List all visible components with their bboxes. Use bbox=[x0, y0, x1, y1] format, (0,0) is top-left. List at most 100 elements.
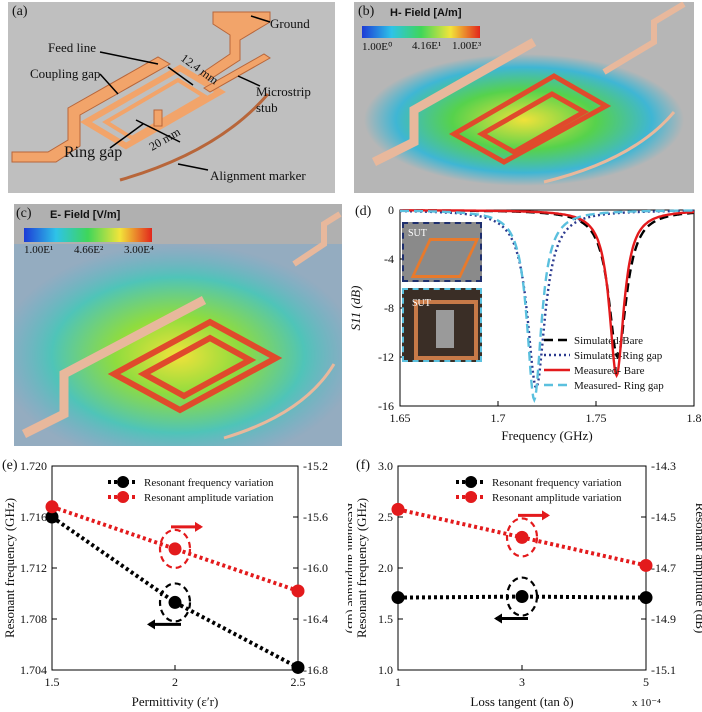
panel-a: (a) Ground Feed line Coupling gap 12.4 m… bbox=[8, 2, 335, 193]
ring-resonator bbox=[80, 64, 226, 150]
d-ytick-label: -12 bbox=[378, 350, 394, 364]
e-xtick-label: 2.5 bbox=[291, 675, 306, 689]
alignment-marker-arc bbox=[119, 93, 270, 182]
e-tick-2: 3.00E⁴ bbox=[124, 244, 154, 256]
d-legend-entry: Simulated-Ring gap bbox=[574, 350, 663, 362]
inset-sut-1: SUT bbox=[408, 228, 427, 239]
f-ytick-right-label: -15.1 bbox=[651, 663, 676, 677]
panel-c-label: (c) bbox=[16, 206, 32, 221]
d-series-line bbox=[400, 209, 694, 404]
d-series-line bbox=[400, 209, 695, 379]
h-tick-0: 1.00E⁰ bbox=[362, 41, 393, 53]
chart-e: 1.5 2 2.5 1.704 1.708 1.712 1.716 1.720 -16.8 -16… bbox=[2, 459, 352, 709]
e-data-point bbox=[291, 584, 305, 598]
f-legend-entry: Resonant amplitude variation bbox=[492, 492, 622, 504]
f-highlight-ellipse bbox=[505, 517, 539, 558]
e-tick-0: 1.00E¹ bbox=[24, 244, 54, 256]
feed-line bbox=[11, 56, 172, 163]
f-xtick-label: 5 bbox=[643, 675, 649, 689]
f-data-point bbox=[515, 530, 529, 544]
e-axis-arrow-head bbox=[147, 619, 155, 630]
ring-gap-label: Ring gap bbox=[64, 144, 123, 161]
f-ytick-right-label: -14.5 bbox=[651, 510, 676, 524]
e-ytick-right-label: -15.2 bbox=[303, 459, 328, 473]
f-ytick-label: 1.0 bbox=[378, 663, 393, 677]
e-data-point bbox=[45, 500, 59, 514]
panel-a-drawing bbox=[11, 11, 271, 182]
d-ytick-label: -4 bbox=[384, 252, 394, 266]
h-tick-2: 1.00E³ bbox=[452, 40, 482, 52]
d-xtick-label: 1.8 bbox=[687, 411, 702, 425]
d-xtick-label: 1.65 bbox=[390, 411, 411, 425]
f-ytick-right-label: -14.3 bbox=[651, 459, 676, 473]
panel-a-label: (a) bbox=[12, 4, 28, 19]
h-colorbar-title: H- Field [A/m] bbox=[390, 7, 462, 19]
inset-photo-2: SUT bbox=[402, 288, 482, 362]
d-ytick-label: -8 bbox=[384, 301, 394, 315]
ground-label: Ground bbox=[270, 16, 310, 31]
e-legend-marker bbox=[117, 476, 129, 488]
f-ytick-label: 2.5 bbox=[378, 510, 393, 524]
f-ytick-right-label: -14.9 bbox=[651, 612, 676, 626]
f-data-point bbox=[515, 590, 529, 604]
panel-d-label: (d) bbox=[355, 204, 372, 219]
e-ytick-label: 1.716 bbox=[20, 510, 47, 524]
f-data-point bbox=[391, 502, 405, 516]
e-plot-frame bbox=[51, 465, 299, 671]
panel-c: (c) E- Field [V/m] 1.00E¹ 4.66E² 3.00E⁴ bbox=[14, 204, 342, 446]
e-ytick-label: 1.704 bbox=[20, 663, 47, 677]
e-ylabel-right: Resonant amplitude (dB) bbox=[345, 503, 352, 634]
e-xlabel: Permittivity (ε′r) bbox=[132, 694, 219, 709]
e-colorbar-title: E- Field [V/m] bbox=[50, 209, 121, 221]
ring-inner bbox=[102, 77, 208, 141]
e-colorbar bbox=[24, 228, 152, 242]
f-legend-marker bbox=[465, 476, 477, 488]
d-legend-entry: Simulated-Bare bbox=[574, 335, 643, 347]
e-legend-entry: Resonant frequency variation bbox=[144, 477, 274, 489]
e-data-point bbox=[45, 510, 59, 524]
e-highlight-ellipse bbox=[158, 528, 192, 569]
d-xtick-label: 1.75 bbox=[586, 411, 607, 425]
f-ytick-right-label: -14.7 bbox=[651, 561, 676, 575]
f-xtick-label: 3 bbox=[519, 675, 525, 689]
e-tick-1: 4.66E² bbox=[74, 244, 104, 256]
d-legend-entry: Measured- Bare bbox=[574, 365, 645, 377]
h-field-glow bbox=[364, 54, 684, 186]
f-xlabel: Loss tangent (tan δ) bbox=[470, 694, 573, 709]
f-ytick-label: 3.0 bbox=[378, 459, 393, 473]
e-axis-arrow-head bbox=[195, 521, 203, 532]
inset-photos: SUT SUT bbox=[402, 222, 484, 362]
microstrip-stub-label: Microstrip stub bbox=[256, 84, 311, 115]
inset-sut-2: SUT bbox=[412, 298, 431, 309]
d-xlabel: Frequency (GHz) bbox=[501, 428, 592, 443]
chart-d: 1.65 1.7 1.75 1.8 0 -4 -8 -12 -16 Frequency (GHz)… bbox=[348, 203, 702, 443]
coupling-gap-label: Coupling gap bbox=[30, 66, 101, 81]
f-legend-marker bbox=[465, 491, 477, 503]
f-ylabel: Resonant frequency (GHz) bbox=[354, 498, 369, 638]
panel-e-label: (e) bbox=[2, 458, 18, 473]
e-ytick-right-label: -16.0 bbox=[303, 561, 328, 575]
f-data-point bbox=[639, 558, 653, 572]
e-ytick-right-label: -15.6 bbox=[303, 510, 328, 524]
f-legend-entry: Resonant frequency variation bbox=[492, 477, 622, 489]
f-series-line bbox=[397, 594, 647, 600]
e-data-point bbox=[168, 542, 182, 556]
e-series-line bbox=[51, 504, 299, 593]
e-ytick-right-label: -16.8 bbox=[303, 663, 328, 677]
e-legend-entry: Resonant amplitude variation bbox=[144, 492, 274, 504]
e-data-point bbox=[168, 595, 182, 609]
f-highlight-ellipse bbox=[505, 576, 539, 617]
f-data-point bbox=[639, 591, 653, 605]
d-ytick-label: 0 bbox=[388, 203, 394, 217]
e-ytick-label: 1.712 bbox=[20, 561, 47, 575]
f-ytick-label: 2.0 bbox=[378, 561, 393, 575]
panel-b-drawing bbox=[362, 2, 686, 186]
h-colorbar bbox=[362, 26, 480, 38]
f-data-point bbox=[391, 591, 405, 605]
panel-c-drawing bbox=[14, 211, 342, 446]
microstrip-stub bbox=[203, 53, 271, 93]
h-tick-1: 4.16E¹ bbox=[412, 40, 442, 52]
inset-photo-1: SUT bbox=[402, 222, 482, 282]
panel-b: (b) H- Field [A/m] 1.00E⁰ 4.16E¹ 1.00E³ bbox=[354, 2, 694, 193]
d-xtick-label: 1.7 bbox=[491, 411, 506, 425]
